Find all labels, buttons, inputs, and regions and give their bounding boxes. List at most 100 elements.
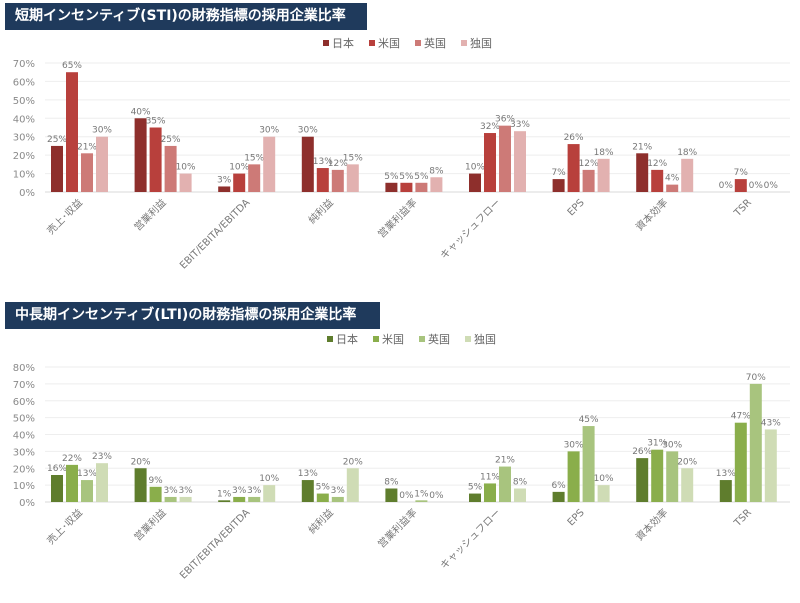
bar bbox=[179, 496, 192, 502]
data-label: 3% bbox=[247, 486, 262, 496]
legend-swatch bbox=[415, 40, 421, 46]
bar bbox=[415, 182, 428, 192]
chart-title-lti: 中長期インセンティブ(LTI)の財務指標の採用企業比率 bbox=[5, 302, 380, 329]
y-tick-label: 80% bbox=[13, 363, 35, 374]
bar bbox=[567, 451, 580, 502]
data-label: 13% bbox=[716, 469, 736, 479]
bar bbox=[316, 493, 329, 502]
data-label: 5% bbox=[399, 172, 414, 182]
data-label: 32% bbox=[480, 122, 500, 132]
data-label: 3% bbox=[217, 175, 232, 185]
data-label: 22% bbox=[62, 454, 82, 464]
category-label: キャッシュフロー bbox=[439, 507, 503, 571]
data-label: 8% bbox=[513, 478, 528, 488]
bar bbox=[499, 466, 511, 502]
bar bbox=[149, 127, 162, 192]
chart-title-sti: 短期インセンティブ(STI)の財務指標の採用企業比率 bbox=[5, 3, 367, 30]
data-label: 35% bbox=[146, 117, 166, 127]
data-label: 1% bbox=[414, 489, 429, 499]
y-tick-label: 70% bbox=[13, 59, 35, 70]
bar bbox=[681, 158, 694, 192]
bar bbox=[719, 480, 732, 502]
data-label: 30% bbox=[564, 440, 584, 450]
category-label: 純利益 bbox=[306, 506, 336, 536]
y-tick-label: 60% bbox=[13, 77, 35, 88]
data-label: 1% bbox=[217, 489, 232, 499]
data-label: 10% bbox=[594, 474, 614, 484]
data-label: 12% bbox=[647, 159, 667, 169]
y-tick-label: 60% bbox=[13, 397, 35, 408]
bar bbox=[301, 136, 314, 192]
y-tick-label: 0% bbox=[19, 188, 35, 199]
bar bbox=[400, 182, 413, 192]
data-label: 36% bbox=[495, 115, 515, 125]
y-tick-label: 50% bbox=[13, 414, 35, 425]
data-label: 3% bbox=[232, 486, 247, 496]
data-label: 30% bbox=[298, 126, 318, 136]
legend-swatch bbox=[369, 40, 375, 46]
data-label: 3% bbox=[178, 486, 193, 496]
data-label: 18% bbox=[594, 148, 614, 158]
data-label: 18% bbox=[677, 148, 697, 158]
data-label: 10% bbox=[176, 163, 196, 173]
y-tick-label: 40% bbox=[13, 114, 35, 125]
data-label: 31% bbox=[647, 439, 667, 449]
data-label: 9% bbox=[148, 476, 163, 486]
bar bbox=[734, 179, 747, 192]
data-label: 8% bbox=[429, 166, 444, 176]
data-label: 12% bbox=[579, 159, 599, 169]
legend-label: 日本 bbox=[332, 36, 354, 50]
category-label: 営業利益率 bbox=[375, 196, 420, 241]
bar bbox=[469, 493, 481, 502]
bar bbox=[134, 118, 147, 192]
bar bbox=[385, 488, 398, 502]
legend-swatch bbox=[461, 40, 467, 46]
category-label: 営業利益率 bbox=[375, 506, 420, 551]
legend-swatch bbox=[323, 40, 329, 46]
category-label: 営業利益 bbox=[131, 196, 168, 233]
category-label: TSR bbox=[732, 197, 754, 219]
legend-label: 独国 bbox=[474, 333, 496, 346]
bar bbox=[681, 468, 694, 502]
legend-label: 米国 bbox=[382, 333, 404, 346]
bar bbox=[81, 153, 93, 192]
y-tick-label: 40% bbox=[13, 431, 35, 442]
data-label: 25% bbox=[47, 135, 67, 145]
bar bbox=[430, 177, 443, 192]
legend-label: 独国 bbox=[470, 37, 492, 50]
bar bbox=[248, 496, 261, 502]
bar bbox=[484, 483, 496, 502]
bar bbox=[764, 429, 777, 502]
y-tick-label: 10% bbox=[13, 481, 35, 492]
y-tick-label: 30% bbox=[13, 447, 35, 458]
bar bbox=[51, 475, 63, 502]
legend-swatch bbox=[327, 336, 333, 342]
bar bbox=[233, 173, 246, 192]
data-label: 45% bbox=[579, 415, 599, 425]
bar bbox=[499, 125, 511, 192]
bar bbox=[149, 486, 162, 502]
bar bbox=[218, 186, 231, 192]
data-label: 10% bbox=[229, 163, 249, 173]
bar bbox=[316, 168, 329, 192]
bar bbox=[597, 485, 610, 502]
bar bbox=[301, 480, 314, 502]
y-tick-label: 20% bbox=[13, 464, 35, 475]
bar bbox=[233, 496, 246, 502]
data-label: 21% bbox=[632, 142, 652, 152]
bar bbox=[81, 480, 93, 502]
data-label: 4% bbox=[665, 174, 680, 184]
bar bbox=[749, 383, 762, 502]
bar bbox=[636, 458, 649, 502]
data-label: 8% bbox=[384, 478, 399, 488]
data-label: 15% bbox=[244, 153, 264, 163]
data-label: 5% bbox=[468, 483, 483, 493]
data-label: 16% bbox=[47, 464, 67, 474]
data-label: 5% bbox=[414, 172, 429, 182]
bar bbox=[263, 136, 276, 192]
data-label: 30% bbox=[92, 126, 112, 136]
data-label: 70% bbox=[746, 373, 766, 383]
data-label: 0% bbox=[764, 181, 779, 191]
bar bbox=[263, 485, 276, 502]
